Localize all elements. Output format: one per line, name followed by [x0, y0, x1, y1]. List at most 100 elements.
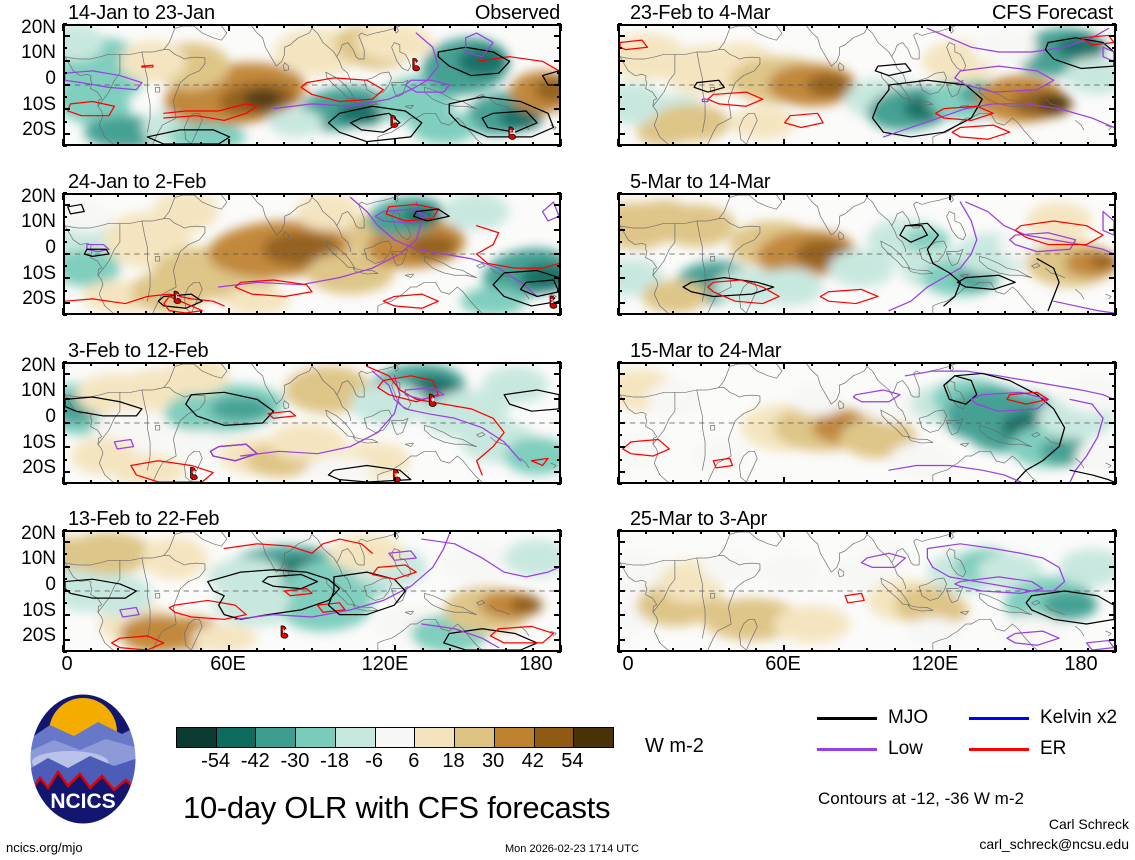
y-tick — [1112, 289, 1116, 292]
map-panel-7[interactable] — [618, 530, 1116, 652]
panel-title-7: 25-Mar to 3-Apr — [630, 508, 768, 530]
y-tick — [63, 614, 70, 617]
y-tick — [557, 553, 561, 556]
map-panel-5[interactable] — [618, 193, 1116, 315]
colorbar-segment-8 — [494, 728, 535, 747]
x-tick — [200, 142, 203, 146]
y-tick — [1112, 145, 1116, 147]
x-tick — [700, 142, 702, 146]
x-tick — [976, 193, 979, 197]
y-tick — [554, 373, 561, 376]
x-tick — [921, 530, 924, 534]
y-tick — [63, 590, 70, 592]
y-tick — [554, 422, 561, 424]
x-tick — [255, 648, 258, 652]
colorbar-units-label: W m-2 — [645, 735, 704, 757]
x-tick — [810, 142, 813, 146]
x-tick — [62, 308, 64, 315]
author-name: Carl Schreck — [1048, 816, 1129, 832]
y-tick — [554, 204, 561, 207]
x-tick — [644, 142, 647, 146]
y-tick — [557, 120, 561, 123]
map-panel-0[interactable]: N L 18 — [63, 24, 561, 146]
y-tick — [618, 59, 625, 62]
y-tick — [1109, 108, 1116, 111]
legend-swatch-kelvin — [969, 717, 1029, 720]
x-tick — [504, 362, 507, 366]
x-tick — [117, 648, 120, 652]
x-tick — [893, 362, 896, 366]
x-tick — [200, 648, 203, 652]
colorbar-segment-2 — [256, 728, 297, 747]
y-ticklabel-20N-r2: 20N — [21, 355, 56, 376]
x-tick — [810, 480, 813, 484]
x-tick — [255, 142, 258, 146]
x-tick — [783, 24, 785, 31]
x-tick — [672, 311, 675, 315]
x-tick — [394, 477, 396, 484]
x-tick — [228, 139, 230, 146]
x-tick — [255, 480, 258, 484]
y-tick — [618, 277, 625, 280]
y-tick — [1109, 565, 1116, 568]
y-tick — [618, 434, 622, 437]
y-tick — [1112, 96, 1116, 99]
y-tick — [1112, 529, 1116, 531]
y-tick — [618, 602, 622, 605]
x-tick — [1087, 480, 1090, 484]
x-tick — [783, 362, 785, 369]
x-tick — [727, 362, 730, 366]
x-tick — [421, 530, 424, 534]
y-tick — [618, 145, 622, 147]
x-tick — [394, 308, 396, 315]
y-tick — [1109, 84, 1116, 86]
x-tick — [1087, 648, 1090, 652]
x-tick — [311, 530, 313, 534]
x-tick — [1032, 648, 1034, 652]
y-tick — [63, 59, 70, 62]
x-tick — [338, 530, 341, 534]
map-panel-2[interactable]: 6 6 W — [63, 362, 561, 484]
y-tick — [1112, 71, 1116, 74]
y-tick — [557, 602, 561, 605]
y-tick — [1109, 301, 1116, 304]
y-ticklabel-10S-r2: 10S — [22, 432, 56, 453]
y-tick — [618, 265, 622, 268]
x-tick — [311, 362, 313, 366]
x-tick — [838, 530, 841, 534]
x-tick — [921, 480, 924, 484]
y-tick — [557, 651, 561, 653]
y-tick — [63, 228, 70, 231]
x-tick — [644, 648, 647, 652]
map-panel-4[interactable] — [618, 24, 1116, 146]
svg-text:L: L — [393, 118, 397, 124]
y-ticklabel-0-r3: 0 — [45, 574, 56, 595]
x-tick — [255, 362, 258, 366]
x-tick — [755, 24, 758, 28]
x-tick — [866, 648, 868, 652]
y-tick — [618, 228, 625, 231]
x-tick — [283, 530, 286, 534]
x-tick — [921, 648, 924, 652]
x-tick — [338, 648, 341, 652]
map-panel-1[interactable]: F 10 — [63, 193, 561, 315]
colorbar-segment-10 — [574, 728, 614, 747]
x-tick — [117, 24, 120, 28]
y-tick — [1112, 240, 1116, 243]
x-tick — [200, 362, 203, 366]
x-tick — [617, 193, 619, 200]
x-tick — [838, 362, 841, 366]
map-panel-3[interactable]: H — [63, 530, 561, 652]
y-tick — [554, 84, 561, 86]
y-tick — [554, 565, 561, 568]
x-tick — [117, 480, 120, 484]
x-tick — [838, 142, 841, 146]
x-tick — [810, 24, 813, 28]
map-panel-6[interactable] — [618, 362, 1116, 484]
x-tick — [672, 24, 675, 28]
x-tick — [727, 193, 730, 197]
site-url[interactable]: ncics.org/mjo — [6, 840, 83, 855]
x-tick — [727, 480, 730, 484]
colorbar-ticklabel-42: 42 — [521, 750, 544, 772]
y-ticklabel-10N-r1: 10N — [21, 211, 56, 232]
